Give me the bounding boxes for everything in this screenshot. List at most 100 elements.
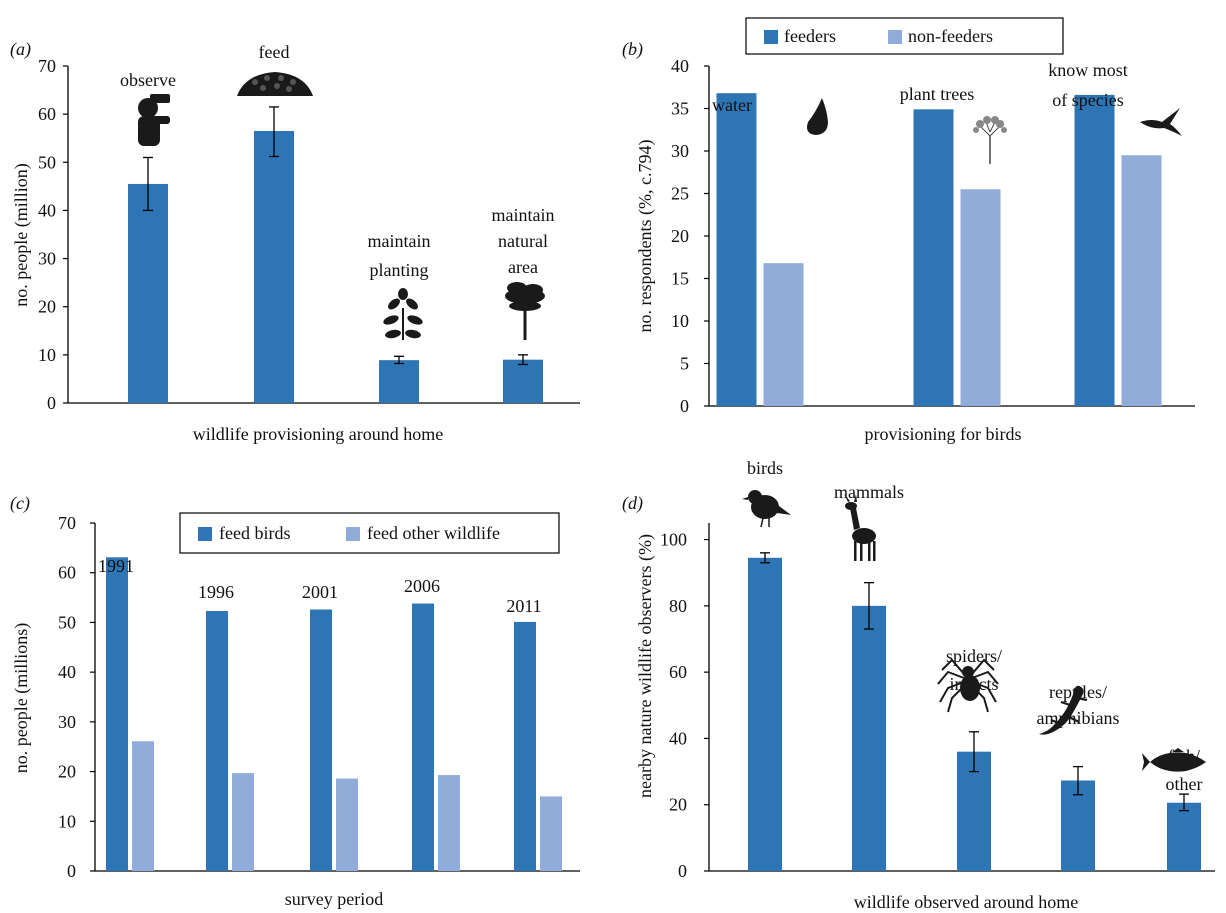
panel-a-x-axis-label: wildlife provisioning around home: [193, 424, 443, 444]
panel-a-y-tick-label: 30: [38, 249, 56, 269]
panel-b-y-tick-label: 10: [671, 311, 689, 331]
panel-b-legend-swatch-feeders: [764, 30, 778, 44]
panel-b-legend-label-feeders: feeders: [784, 26, 836, 46]
bar-reptiles-amphibians: [1061, 780, 1095, 871]
panel-a-y-tick-label: 20: [38, 297, 56, 317]
bar-mammals: [852, 605, 886, 871]
panel-d-bars: [748, 552, 1201, 871]
category-label-maintain-planting: maintain: [368, 231, 431, 251]
bar-2001-feed-other-wildlife: [336, 778, 358, 871]
panel-a-y-tick-label: 0: [47, 393, 56, 413]
category-label-spiders-insects: spiders/: [946, 646, 1002, 666]
panel-b-y-tick-labels: 0 5 10 15 20 25 30 35 40: [671, 56, 689, 416]
bar-1996-feed-birds: [206, 610, 228, 871]
panel-c: (c) 0 10 20 30 40 50 60 70 survey period no. pe…: [10, 493, 580, 909]
deer-icon: [844, 494, 876, 561]
error-bar-feed: [269, 106, 279, 158]
panel-a-y-tick-label: 10: [38, 345, 56, 365]
panel-c-y-tick-label: 70: [58, 513, 76, 533]
panel-a-y-tick-labels: 0 10 20 30 40 50 60 70: [38, 56, 56, 413]
bar-1991-feed-other-wildlife: [132, 741, 154, 871]
panel-a-y-tick-label: 60: [38, 104, 56, 124]
panel-d-y-tick-label: 100: [660, 530, 687, 550]
bar-maintain-planting: [379, 360, 419, 403]
category-label-2011: 2011: [506, 596, 541, 616]
error-bar-maintain-planting: [394, 355, 404, 365]
panel-c-bars: [106, 557, 562, 871]
category-label-birds: birds: [747, 458, 783, 478]
panel-b-y-tick-label: 15: [671, 269, 689, 289]
panel-c-legend-swatch-feed-other-wildlife: [346, 527, 360, 541]
bar-2011-feed-other-wildlife: [540, 796, 562, 871]
panel-d-y-tick-label: 80: [669, 596, 687, 616]
bar-water-feeders: [716, 93, 757, 406]
panel-c-legend-label-feed-other-wildlife: feed other wildlife: [367, 523, 500, 543]
panel-b-legend: feeders non-feeders: [745, 17, 1064, 55]
panel-a-bars: [128, 106, 543, 403]
panel-c-y-tick-label: 60: [58, 563, 76, 583]
panel-c-category-labels: 1991 1996 2001 2006 2011: [98, 556, 542, 616]
error-bar-reptiles-amphibians: [1073, 765, 1083, 796]
panel-c-legend-label-feed-birds: feed birds: [219, 523, 290, 543]
panel-b-x-axis-label: provisioning for birds: [865, 424, 1022, 444]
category-label-1991: 1991: [98, 556, 134, 576]
panel-c-y-tick-label: 40: [58, 662, 76, 682]
water-drop-icon: [807, 98, 828, 135]
panel-b-legend-swatch-non-feeders: [888, 30, 902, 44]
panel-c-y-axis-label: no. people (millions): [11, 623, 32, 773]
category-label-1996: 1996: [198, 582, 234, 602]
panel-c-y-tick-label: 10: [58, 811, 76, 831]
panel-c-x-axis-label: survey period: [285, 889, 383, 909]
panel-c-axes: [90, 522, 580, 872]
seed-pile-icon: [237, 72, 313, 96]
panel-d-label: (d): [622, 493, 643, 514]
panel-b-y-tick-label: 35: [671, 99, 689, 119]
panel-b-legend-label-non-feeders: non-feeders: [908, 26, 993, 46]
spider-icon: [937, 658, 999, 713]
bar-2006-feed-birds: [412, 603, 434, 871]
category-label-feed: feed: [259, 42, 290, 62]
category-label-maintain-planting: planting: [370, 260, 429, 280]
panel-d-y-tick-labels: 0 20 40 60 80 100: [660, 530, 687, 881]
bar-know-most-of-species-non-feeders: [1121, 155, 1162, 406]
panel-a-label: (a): [10, 39, 31, 60]
panel-c-y-tick-labels: 0 10 20 30 40 50 60 70: [58, 513, 76, 881]
category-label-know-most-of-species: of species: [1052, 90, 1123, 110]
panel-d-y-axis-label: nearby nature wildlife observers (%): [635, 534, 656, 798]
panel-b-legend-box: [745, 17, 1064, 55]
swallow-bird-icon: [1140, 108, 1182, 136]
bar-2001-feed-birds: [310, 609, 332, 871]
panel-d-y-tick-label: 40: [669, 728, 687, 748]
bar-plant-trees-non-feeders: [960, 189, 1001, 406]
category-label-maintain-natural-area: area: [508, 257, 538, 277]
category-label-maintain-natural-area: natural: [498, 231, 548, 251]
error-bar-observe: [143, 156, 153, 212]
panel-b-y-axis-label: no. respondents (%, c.794): [635, 140, 656, 333]
panel-b-y-tick-label: 20: [671, 226, 689, 246]
panel-c-label: (c): [10, 493, 30, 514]
category-label-fish-other: other: [1166, 774, 1203, 794]
panel-c-y-tick-label: 0: [67, 861, 76, 881]
error-bar-maintain-natural-area: [518, 354, 528, 366]
small-tree-icon: [973, 116, 1007, 164]
panel-b-bars: [716, 93, 1162, 407]
panel-b-y-tick-label: 0: [680, 396, 689, 416]
tree-icon: [505, 282, 545, 340]
panel-d-x-axis-label: wildlife observed around home: [854, 892, 1078, 912]
bar-2011-feed-birds: [514, 621, 536, 871]
category-label-2006: 2006: [404, 576, 440, 596]
panel-d: (d) 0 20 40 60 80 100 wildlife observed aroun…: [622, 458, 1215, 912]
panel-a-category-labels: observe feed maintain planting maintain natur…: [120, 42, 554, 280]
panel-a-y-axis-label: no. people (million): [11, 163, 32, 306]
panel-a: (a) 0 10 20 30 40 50 60 70 wildlife provisionin…: [10, 39, 580, 444]
panel-b-y-tick-label: 40: [671, 56, 689, 76]
panel-a-y-tick-label: 40: [38, 200, 56, 220]
bar-2006-feed-other-wildlife: [438, 775, 460, 871]
panel-d-y-tick-label: 60: [669, 662, 687, 682]
binoculars-person-icon: [138, 94, 170, 146]
panel-c-legend-box: [179, 512, 560, 554]
panel-b-label: (b): [622, 39, 643, 60]
error-bar-birds: [760, 552, 770, 564]
lizard-icon: [1039, 685, 1088, 735]
